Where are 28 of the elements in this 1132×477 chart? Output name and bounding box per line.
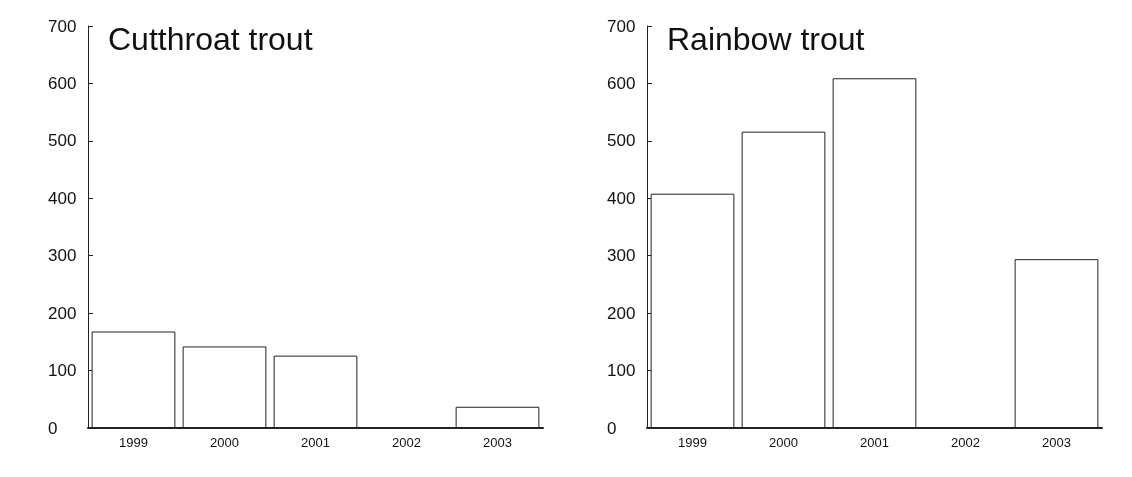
x-tick-label: 2000 xyxy=(769,435,798,450)
y-tick-label: 100 xyxy=(607,361,636,381)
y-tick-label: 400 xyxy=(607,188,636,208)
y-tick-label: 200 xyxy=(48,303,77,323)
y-tick-label: 500 xyxy=(48,131,77,151)
chart-title: Rainbow trout xyxy=(667,21,865,57)
chart-title: Cutthroat trout xyxy=(108,21,313,57)
y-tick-label: 500 xyxy=(607,131,636,151)
y-tick-label: 300 xyxy=(607,246,636,266)
x-tick-label: 1999 xyxy=(119,435,148,450)
x-tick-label: 2003 xyxy=(483,435,512,450)
x-tick-label: 2001 xyxy=(860,435,889,450)
y-tick-label: 700 xyxy=(48,16,77,36)
y-tick-label: 600 xyxy=(48,73,77,93)
x-tick-label: 2002 xyxy=(951,435,980,450)
y-tick-label: 0 xyxy=(607,418,617,438)
y-tick-label: 0 xyxy=(48,418,58,438)
x-tick-label: 2003 xyxy=(1042,435,1071,450)
x-tick-label: 2000 xyxy=(210,435,239,450)
x-tick-label: 2001 xyxy=(301,435,330,450)
y-tick-label: 700 xyxy=(607,16,636,36)
y-tick-label: 400 xyxy=(48,188,77,208)
x-tick-label: 1999 xyxy=(678,435,707,450)
y-tick-label: 300 xyxy=(48,246,77,266)
x-tick-label: 2002 xyxy=(392,435,421,450)
y-tick-label: 100 xyxy=(48,361,77,381)
y-tick-label: 600 xyxy=(607,73,636,93)
y-tick-label: 200 xyxy=(607,303,636,323)
